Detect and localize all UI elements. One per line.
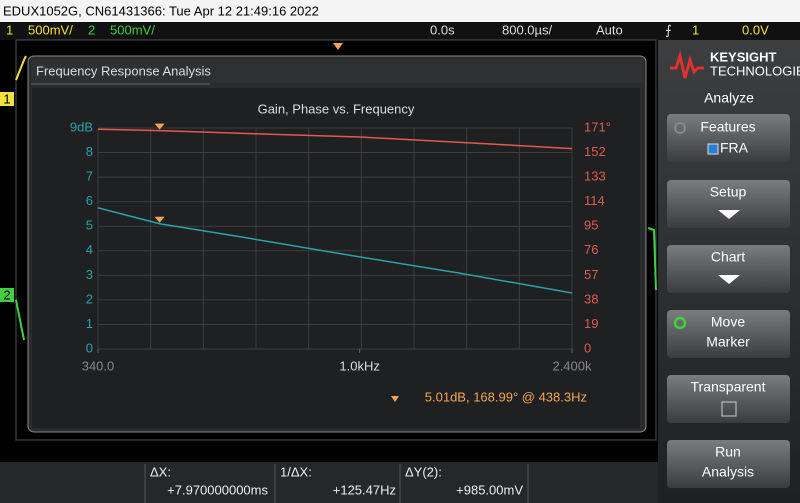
y2-tick-label: 171° bbox=[584, 119, 611, 134]
marker-label: Marker bbox=[706, 334, 750, 350]
inv-dx-value: +125.47Hz bbox=[333, 482, 396, 497]
ch1-scale: 500mV/ bbox=[28, 22, 73, 37]
y2-tick-label: 133 bbox=[584, 169, 606, 184]
ch1: 1 bbox=[6, 22, 13, 37]
dy-label: ΔY(2): bbox=[405, 464, 442, 479]
chart-title: Gain, Phase vs. Frequency bbox=[258, 101, 415, 116]
transparent-checkbox bbox=[721, 401, 737, 417]
marker-legend-icon bbox=[391, 396, 399, 402]
trigger-icon: ⨍ bbox=[665, 22, 672, 37]
trigger-source: 1 bbox=[692, 22, 699, 37]
y2-tick-label: 19 bbox=[584, 316, 598, 331]
dx-label: ΔX: bbox=[150, 464, 171, 479]
dy-value: +985.00mV bbox=[456, 482, 523, 497]
y2-tick-label: 95 bbox=[584, 218, 598, 233]
ch2-trace bbox=[15, 299, 25, 341]
fra-window-header bbox=[31, 59, 643, 83]
y-tick-label: 9dB bbox=[70, 119, 93, 134]
series-line bbox=[97, 207, 573, 294]
y-tick-label: 0 bbox=[86, 340, 93, 355]
inv-dx-label: 1/ΔX: bbox=[280, 464, 312, 479]
y2-tick-label: 152 bbox=[584, 144, 606, 159]
trigger-position bbox=[333, 43, 343, 50]
ch2: 2 bbox=[88, 22, 95, 37]
ch1-trace bbox=[15, 55, 27, 81]
brand: KEYSIGHT bbox=[710, 49, 777, 64]
brand-logo bbox=[670, 50, 704, 79]
features-option: FRA bbox=[720, 140, 749, 156]
status-title: EDUX1052G, CN61431366: Tue Apr 12 21:49:… bbox=[3, 3, 319, 18]
y-tick-label: 6 bbox=[86, 193, 93, 208]
measurement-bar bbox=[0, 462, 658, 503]
y-tick-label: 7 bbox=[86, 169, 93, 184]
move-label: Move bbox=[711, 314, 745, 330]
y-tick-label: 5 bbox=[86, 218, 93, 233]
fra-checkbox bbox=[707, 143, 719, 155]
x-tick-label: 1.0kHz bbox=[339, 358, 379, 373]
analysis-label: Analysis bbox=[702, 464, 754, 480]
plot: 0 1 2 3 4 5 6 7 8 9dB 0 19 38 57 76 95 114 133 152 171° 340.… bbox=[70, 119, 611, 404]
dx-value: +7.970000000ms bbox=[167, 482, 268, 497]
delay: 0.0s bbox=[430, 22, 455, 37]
trigger-level: 0.0V bbox=[742, 22, 769, 37]
brand-sub: TECHNOLOGIES bbox=[710, 63, 800, 78]
transparent-button[interactable] bbox=[667, 375, 790, 423]
y2-tick-label: 114 bbox=[584, 193, 605, 208]
y-tick-label: 1 bbox=[86, 316, 93, 331]
chart-label: Chart bbox=[711, 249, 745, 265]
features-icon bbox=[674, 122, 686, 134]
setup-label: Setup bbox=[710, 184, 747, 200]
softkeys: Features FRA Setup Chart Move Marker Tra… bbox=[667, 114, 790, 488]
ch2-scale: 500mV/ bbox=[110, 22, 155, 37]
fra-window-title: Frequency Response Analysis bbox=[36, 63, 211, 78]
ch2-marker bbox=[0, 288, 14, 302]
ch2-marker-label: 2 bbox=[3, 287, 10, 302]
chart-arrow bbox=[718, 275, 740, 284]
x-tick-label: 2.400k bbox=[552, 358, 592, 373]
marker-triangle bbox=[154, 216, 165, 223]
x-tick-label: 340.0 bbox=[82, 358, 115, 373]
y2-tick-label: 0 bbox=[584, 340, 591, 355]
y-tick-label: 3 bbox=[86, 267, 93, 282]
time-scale: 800.0µs/ bbox=[502, 22, 553, 37]
features-button[interactable] bbox=[667, 114, 790, 162]
y-tick-label: 2 bbox=[86, 291, 93, 306]
setup-button[interactable] bbox=[667, 180, 790, 228]
transparent-label: Transparent bbox=[691, 379, 766, 395]
status-bar bbox=[0, 0, 800, 22]
channel-bar bbox=[0, 22, 800, 40]
ch1-marker-label: 1 bbox=[3, 91, 10, 106]
y-tick-label: 8 bbox=[86, 144, 93, 159]
move-marker-button[interactable] bbox=[667, 310, 790, 358]
chart-panel bbox=[32, 88, 640, 428]
knob-icon bbox=[673, 316, 687, 330]
series-line bbox=[97, 128, 573, 150]
y2-tick-label: 76 bbox=[584, 242, 598, 257]
y-tick-label: 4 bbox=[86, 242, 93, 257]
marker-triangle bbox=[154, 123, 165, 130]
menu-heading: Analyze bbox=[704, 90, 754, 106]
features-label: Features bbox=[700, 119, 755, 135]
y2-tick-label: 38 bbox=[584, 291, 598, 306]
run-analysis-button[interactable] bbox=[667, 440, 790, 488]
ch1-marker bbox=[0, 92, 14, 106]
trigger-mode: Auto bbox=[596, 22, 623, 37]
ch2-trace-right bbox=[647, 227, 657, 291]
chart-button[interactable] bbox=[667, 245, 790, 293]
y2-tick-label: 57 bbox=[584, 267, 598, 282]
marker-readout: 5.01dB, 168.99° @ 438.3Hz bbox=[425, 389, 587, 404]
run-label: Run bbox=[715, 444, 741, 460]
setup-arrow bbox=[718, 210, 740, 219]
